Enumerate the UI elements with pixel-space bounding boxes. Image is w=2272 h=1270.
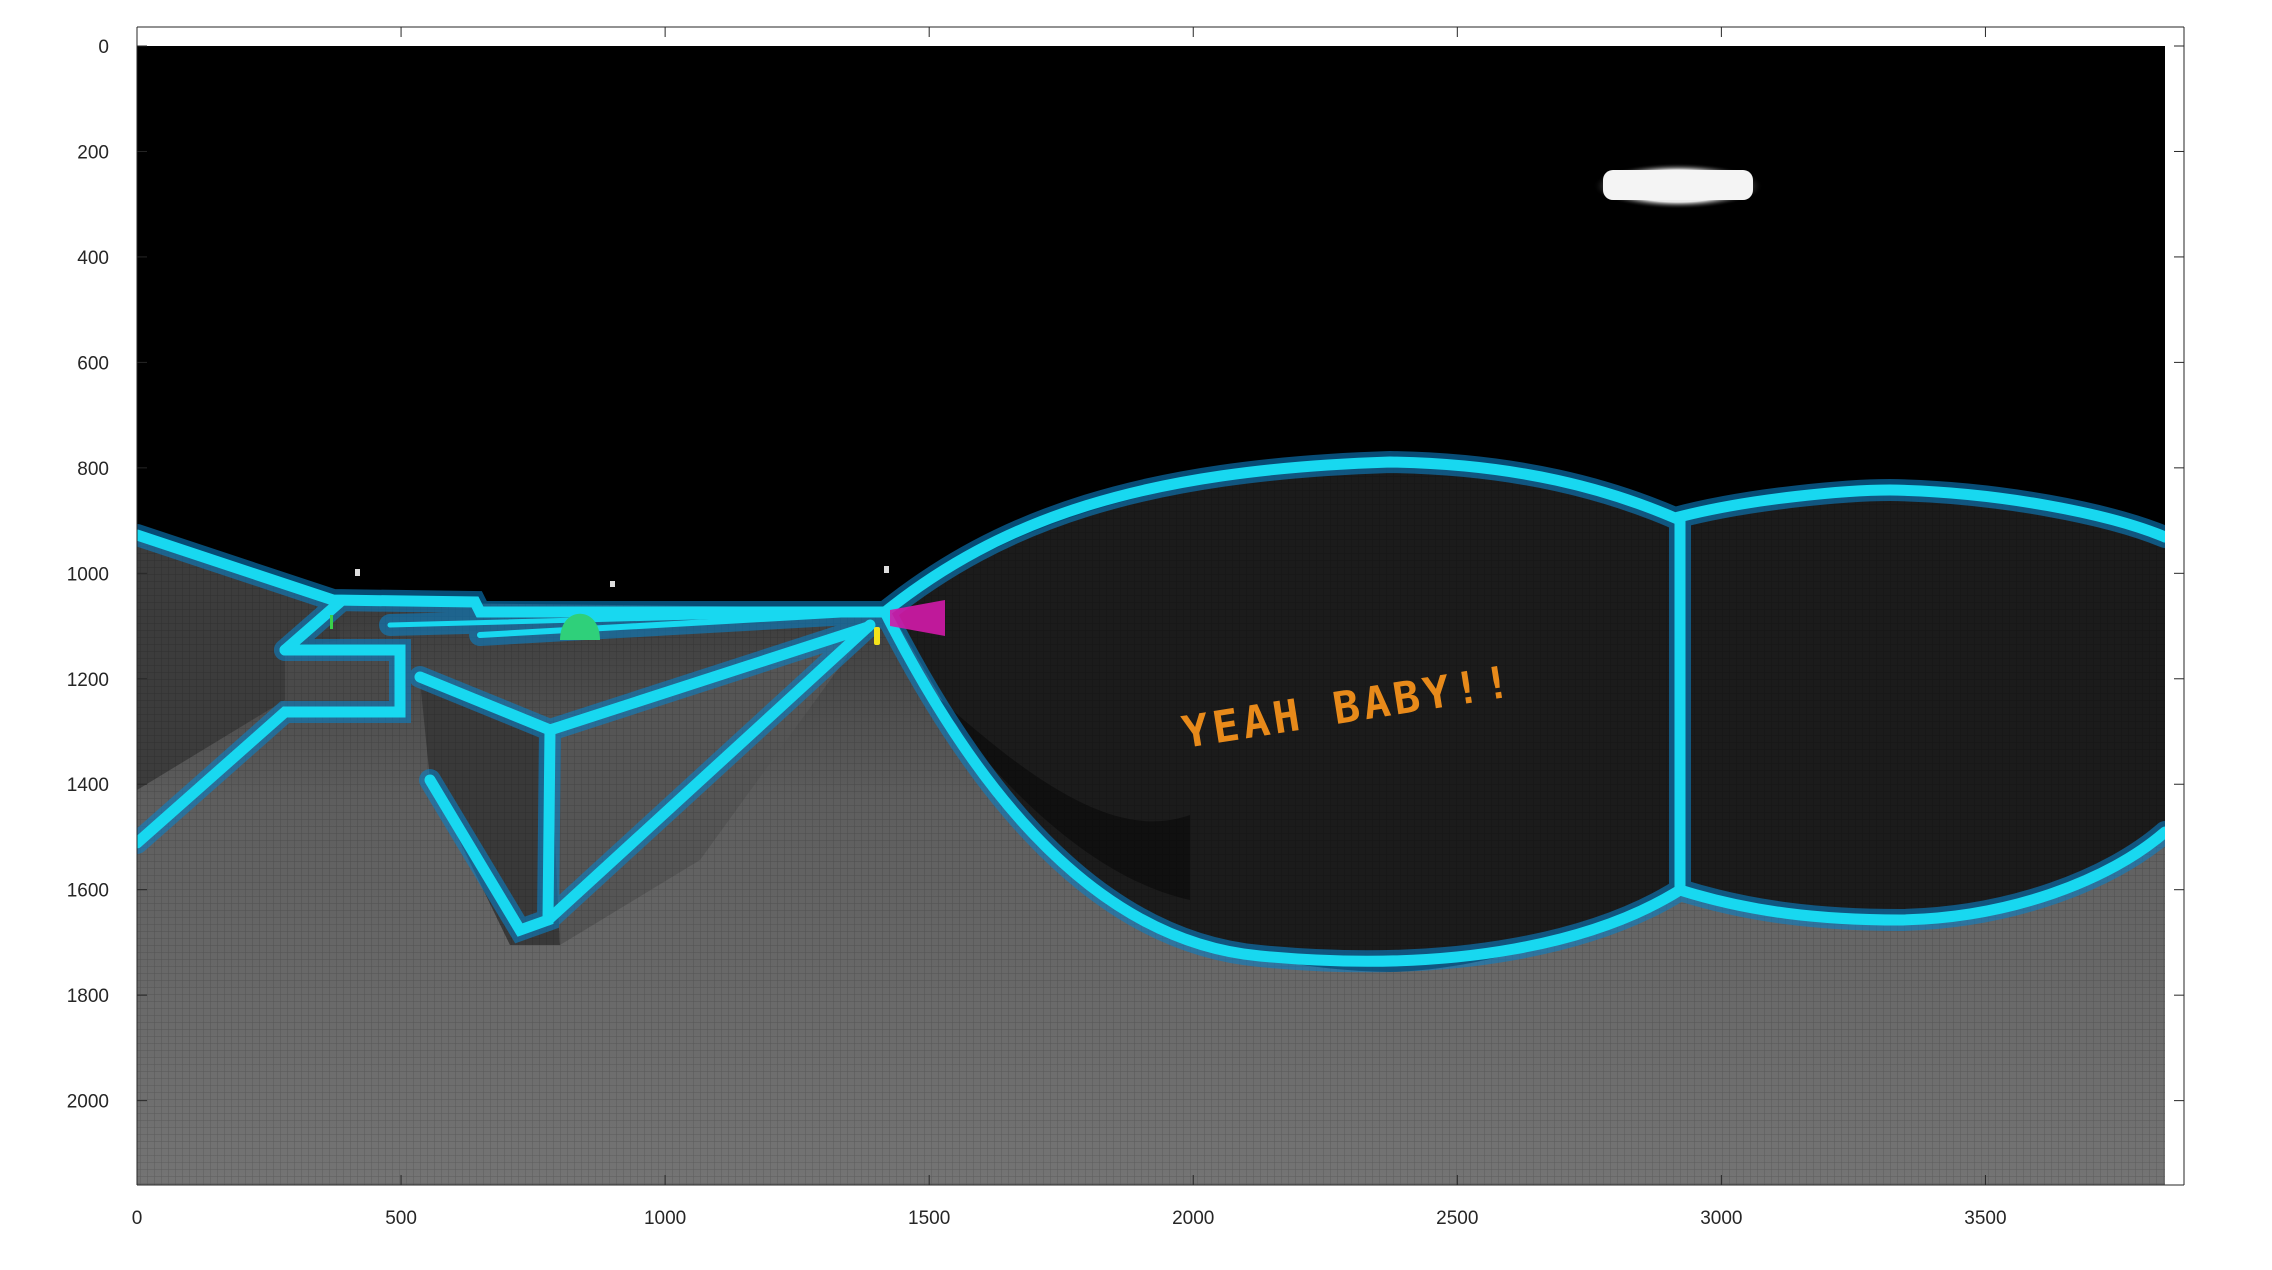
neon-right-upper-arc	[879, 456, 2165, 618]
y-tick-label: 1000	[67, 564, 109, 585]
yellow-marker	[874, 627, 880, 645]
x-tick-label: 3000	[1700, 1208, 1742, 1229]
distant-light-1	[355, 569, 360, 576]
neon-left-connector	[279, 596, 346, 656]
y-tick-label: 200	[77, 142, 109, 163]
x-tick-label: 1000	[644, 1208, 686, 1229]
y-tick-label: 0	[98, 37, 109, 58]
y-tick-label: 1200	[67, 670, 109, 691]
y-tick-label: 1600	[67, 881, 109, 902]
x-tick-label: 2000	[1172, 1208, 1214, 1229]
x-tick-label: 500	[385, 1208, 417, 1229]
magenta-sign	[890, 600, 945, 636]
axes: 0 500 1000 1500 2000 2500 3000 3500 0 200 400 600 80…	[67, 26, 2185, 1229]
x-tick-label: 2500	[1436, 1208, 1478, 1229]
panorama-image: YEAH BABY!!	[137, 46, 2165, 1185]
green-dome	[560, 613, 600, 640]
neon-left-lower	[137, 644, 406, 849]
x-tick-label: 1500	[908, 1208, 950, 1229]
distant-light-2	[610, 581, 615, 587]
y-tick-label: 1400	[67, 775, 109, 796]
y-tick-label: 2000	[67, 1092, 109, 1113]
neon-rail-2	[387, 609, 888, 628]
neon-right-lower-arc	[879, 606, 2165, 967]
distant-light-3	[884, 566, 889, 573]
y-tick-label: 1800	[67, 986, 109, 1007]
x-tick-label: 3500	[1964, 1208, 2006, 1229]
neon-pillar-left	[424, 724, 556, 937]
x-tick-label: 0	[132, 1208, 143, 1229]
y-tick-label: 800	[77, 459, 109, 480]
y-tick-label: 600	[77, 353, 109, 374]
ceiling-light-core	[1603, 170, 1753, 200]
neon-pillar-diagonal	[542, 619, 876, 926]
y-tick-label: 400	[77, 248, 109, 269]
green-marker	[330, 615, 333, 629]
neon-left-upper	[137, 529, 891, 618]
neon-tubes	[137, 456, 2165, 967]
